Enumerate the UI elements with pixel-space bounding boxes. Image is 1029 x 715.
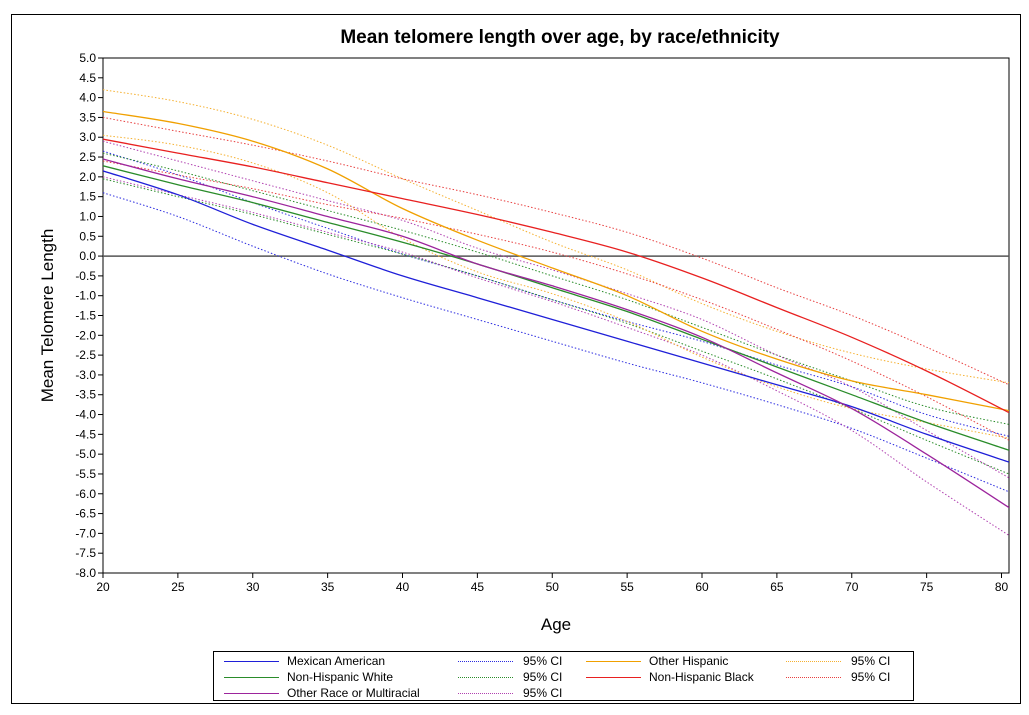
y-tick-label: -6.0 <box>75 487 96 501</box>
y-tick-label: 3.5 <box>79 110 96 124</box>
ci-line <box>103 178 1009 475</box>
legend-label: Non-Hispanic White <box>287 670 394 684</box>
legend-swatch <box>586 661 641 662</box>
x-tick-label: 75 <box>920 580 934 594</box>
y-tick-label: 4.0 <box>79 91 96 105</box>
legend-label: 95% CI <box>851 654 891 668</box>
legend-label: Other Race or Multiracial <box>287 686 420 700</box>
series-line <box>103 138 1009 414</box>
ci-line <box>103 176 1009 536</box>
legend-label: Mexican American <box>287 654 386 668</box>
ci-line <box>103 116 1009 386</box>
series-line <box>103 165 1009 451</box>
chart-title: Mean telomere length over age, by race/e… <box>340 27 780 48</box>
chart-frame <box>11 14 1021 704</box>
legend-label: Non-Hispanic Black <box>649 670 754 684</box>
x-tick-label: 40 <box>396 580 410 594</box>
y-tick-label: 0.0 <box>79 249 96 263</box>
series-line <box>103 170 1009 463</box>
ci-line <box>103 152 1009 425</box>
legend-swatch <box>586 677 641 678</box>
x-tick-label: 35 <box>321 580 335 594</box>
y-tick-label: 1.5 <box>79 190 96 204</box>
legend-swatch <box>458 677 513 678</box>
ci-line <box>103 192 1009 493</box>
y-tick-label: -7.5 <box>75 546 96 560</box>
plot-area <box>102 57 1010 574</box>
legend-swatch <box>224 677 279 678</box>
x-tick-label: 25 <box>171 580 185 594</box>
line-chart: 5.0 4.5 4.0 3.5 3.0 2.5 2.0 1.5 1.0 0.5 0.0 -0.5 -1.… <box>38 51 1010 634</box>
x-tick-label: 55 <box>620 580 634 594</box>
x-tick-label: 45 <box>471 580 485 594</box>
y-tick-label: 2.5 <box>79 150 96 164</box>
legend-label: Other Hispanic <box>649 654 729 668</box>
y-tick-label: 5.0 <box>79 51 96 65</box>
legend: Mexican American 95% CI Other Hispanic 9… <box>213 651 914 701</box>
y-tick-label: -7.0 <box>75 526 96 540</box>
ci-line <box>103 89 1009 384</box>
y-tick-label: -4.0 <box>75 408 96 422</box>
x-axis-label: Age <box>541 615 571 634</box>
y-tick-label: -4.5 <box>75 427 96 441</box>
ci-line <box>103 160 1009 441</box>
y-tick-label: -1.0 <box>75 289 96 303</box>
y-axis-label: Mean Telomere Length <box>38 229 57 403</box>
y-tick-label: -5.5 <box>75 467 96 481</box>
y-tick-label: -2.5 <box>75 348 96 362</box>
x-tick-label: 65 <box>770 580 784 594</box>
x-tick-label: 70 <box>845 580 859 594</box>
y-tick-label: -5.0 <box>75 447 96 461</box>
legend-swatch <box>458 661 513 662</box>
legend-label: 95% CI <box>523 670 563 684</box>
legend-label: 95% CI <box>523 654 563 668</box>
x-tick-label: 20 <box>96 580 110 594</box>
y-tick-label: 2.0 <box>79 170 96 184</box>
legend-swatch <box>786 677 841 678</box>
legend-label: 95% CI <box>523 686 563 700</box>
y-tick-label: 4.5 <box>79 71 96 85</box>
y-tick-label: 1.0 <box>79 209 96 223</box>
legend-label: 95% CI <box>851 670 891 684</box>
legend-swatch <box>458 693 513 694</box>
y-tick-label: -8.0 <box>75 566 96 580</box>
y-tick-label: -2.0 <box>75 328 96 342</box>
x-tick-label: 80 <box>995 580 1009 594</box>
y-tick-label: -3.0 <box>75 368 96 382</box>
x-tick-label: 50 <box>546 580 560 594</box>
y-tick-label: 0.5 <box>79 229 96 243</box>
x-tick-label: 30 <box>246 580 260 594</box>
series-line <box>103 110 1009 412</box>
ci-line <box>103 140 1009 479</box>
y-tick-label: 3.0 <box>79 130 96 144</box>
y-tick-label: -6.5 <box>75 507 96 521</box>
x-tick-label: 60 <box>695 580 709 594</box>
series-line <box>103 158 1009 509</box>
legend-swatch <box>224 661 279 662</box>
y-tick-label: -3.5 <box>75 388 96 402</box>
y-tick-label: -1.5 <box>75 309 96 323</box>
legend-swatch <box>224 693 279 694</box>
legend-swatch <box>786 661 841 662</box>
y-tick-label: -0.5 <box>75 269 96 283</box>
